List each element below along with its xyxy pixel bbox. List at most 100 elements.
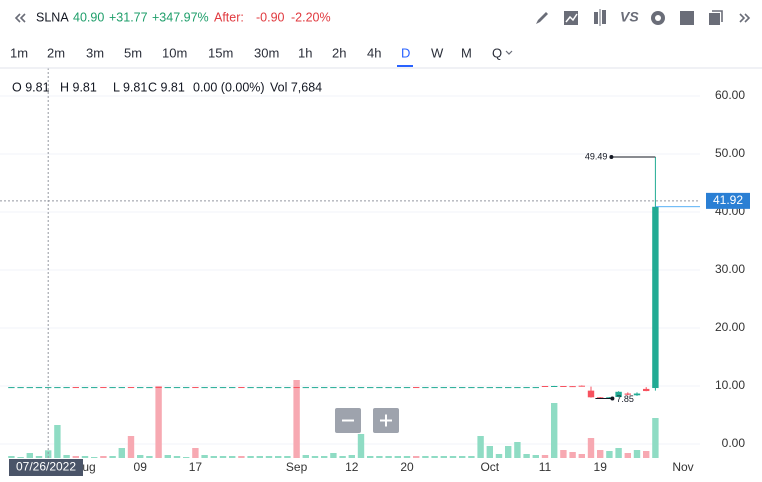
y-tick-label: 60.00 [715, 88, 745, 102]
candle-body [238, 387, 245, 389]
candle-body [532, 387, 539, 389]
low-marker-dot [610, 396, 615, 401]
candle-body [201, 387, 208, 389]
volume-bar [440, 456, 447, 458]
volume-bar [173, 456, 181, 458]
interval-button[interactable]: 30m [254, 45, 279, 60]
interval-button[interactable]: 1h [298, 45, 312, 60]
volume-bar [624, 453, 631, 458]
y-tick-label: 50.00 [715, 146, 745, 160]
volume-bar [137, 455, 144, 458]
x-tick-label: 20 [400, 460, 414, 474]
volume-bar [35, 456, 43, 458]
interval-button[interactable]: 10m [162, 45, 187, 60]
candle-body [321, 387, 328, 389]
candle-body [633, 393, 641, 396]
copy-icon[interactable] [709, 10, 723, 25]
interval-button[interactable]: 5m [124, 45, 142, 60]
dropdown-chevron[interactable] [505, 50, 513, 55]
x-tick-label: Nov [672, 460, 693, 474]
candle-body [210, 387, 217, 389]
zoom-in[interactable] [373, 408, 399, 433]
volume-bar [505, 446, 512, 458]
candle-body [422, 387, 429, 389]
candle-body [413, 387, 420, 389]
volume-bar [8, 456, 15, 458]
volume-bar [477, 436, 484, 458]
interval-button[interactable]: D [401, 45, 410, 60]
interval-button[interactable]: W [431, 45, 444, 60]
candle-body [137, 387, 144, 389]
candle-body [440, 387, 447, 389]
candle-body [63, 387, 70, 389]
volume-bar [238, 456, 245, 458]
interval-button[interactable]: 1m [10, 45, 28, 60]
candle-body [431, 387, 438, 389]
volume-bar [72, 456, 79, 458]
price-axis-pane [700, 68, 762, 482]
volume-bar [201, 455, 208, 458]
interval-button[interactable]: Q [492, 45, 502, 60]
compare-button[interactable]: VS [620, 9, 639, 25]
x-tick-label: 17 [189, 460, 203, 474]
candle-body [127, 387, 135, 389]
candle-body [81, 387, 89, 389]
after-pct: -2.20% [291, 10, 331, 24]
volume-bar [109, 456, 116, 458]
x-tick-label: Oct [480, 460, 499, 474]
candle-body [17, 387, 24, 389]
volume-bar [422, 456, 429, 458]
candle-body [219, 387, 227, 389]
candle-body [578, 385, 585, 387]
candle-body [569, 386, 576, 388]
interval-button[interactable]: 4h [367, 45, 381, 60]
interval-button[interactable]: 15m [208, 45, 233, 60]
candle-body [293, 387, 300, 389]
volume-bar [339, 456, 346, 458]
candle-body [367, 387, 374, 389]
volume-bar [183, 457, 190, 458]
volume-bar [127, 436, 135, 458]
ohlc-value: Vol 7,684 [270, 80, 322, 94]
volume-bar [486, 446, 493, 458]
settings-icon[interactable] [651, 11, 665, 25]
x-tick-label: Sep [286, 460, 308, 474]
volume-bar [615, 448, 622, 458]
interval-button[interactable]: 3m [86, 45, 104, 60]
volume-bar [293, 380, 300, 458]
candle-body [624, 393, 631, 395]
candle-body [615, 391, 622, 398]
volume-bar [100, 456, 107, 458]
volume-bar [118, 448, 125, 458]
draw-icon[interactable] [536, 12, 548, 24]
candle-body [486, 387, 493, 389]
interval-button[interactable]: 2m [47, 45, 65, 60]
candle-body [109, 387, 116, 389]
interval-button[interactable]: 2h [332, 45, 346, 60]
expand-icon[interactable] [739, 13, 751, 23]
candle-body [643, 388, 650, 392]
candle-body [459, 387, 466, 389]
volume-bar [357, 434, 365, 458]
volume-bar [45, 450, 52, 458]
candle-body [477, 387, 484, 389]
candle-body [560, 385, 567, 387]
volume-bar [606, 451, 613, 458]
volume-bar [376, 456, 383, 458]
candles-icon[interactable] [594, 9, 606, 26]
interval-button[interactable]: M [461, 45, 472, 60]
active-underline [397, 65, 413, 67]
candle-body [265, 387, 273, 389]
zoom-out[interactable] [335, 408, 361, 433]
candle-body [385, 387, 392, 389]
chart-type-icon[interactable] [564, 11, 578, 25]
x-tick-label: 19 [594, 460, 608, 474]
low-label: 7.85 [616, 394, 634, 404]
volume-bar [551, 403, 558, 458]
candle-body [302, 387, 309, 389]
fullscreen-icon[interactable] [680, 11, 694, 25]
y-tick-label: 10.00 [715, 378, 745, 392]
x-tick-label: 11 [539, 460, 552, 474]
collapse-icon[interactable] [14, 13, 26, 23]
